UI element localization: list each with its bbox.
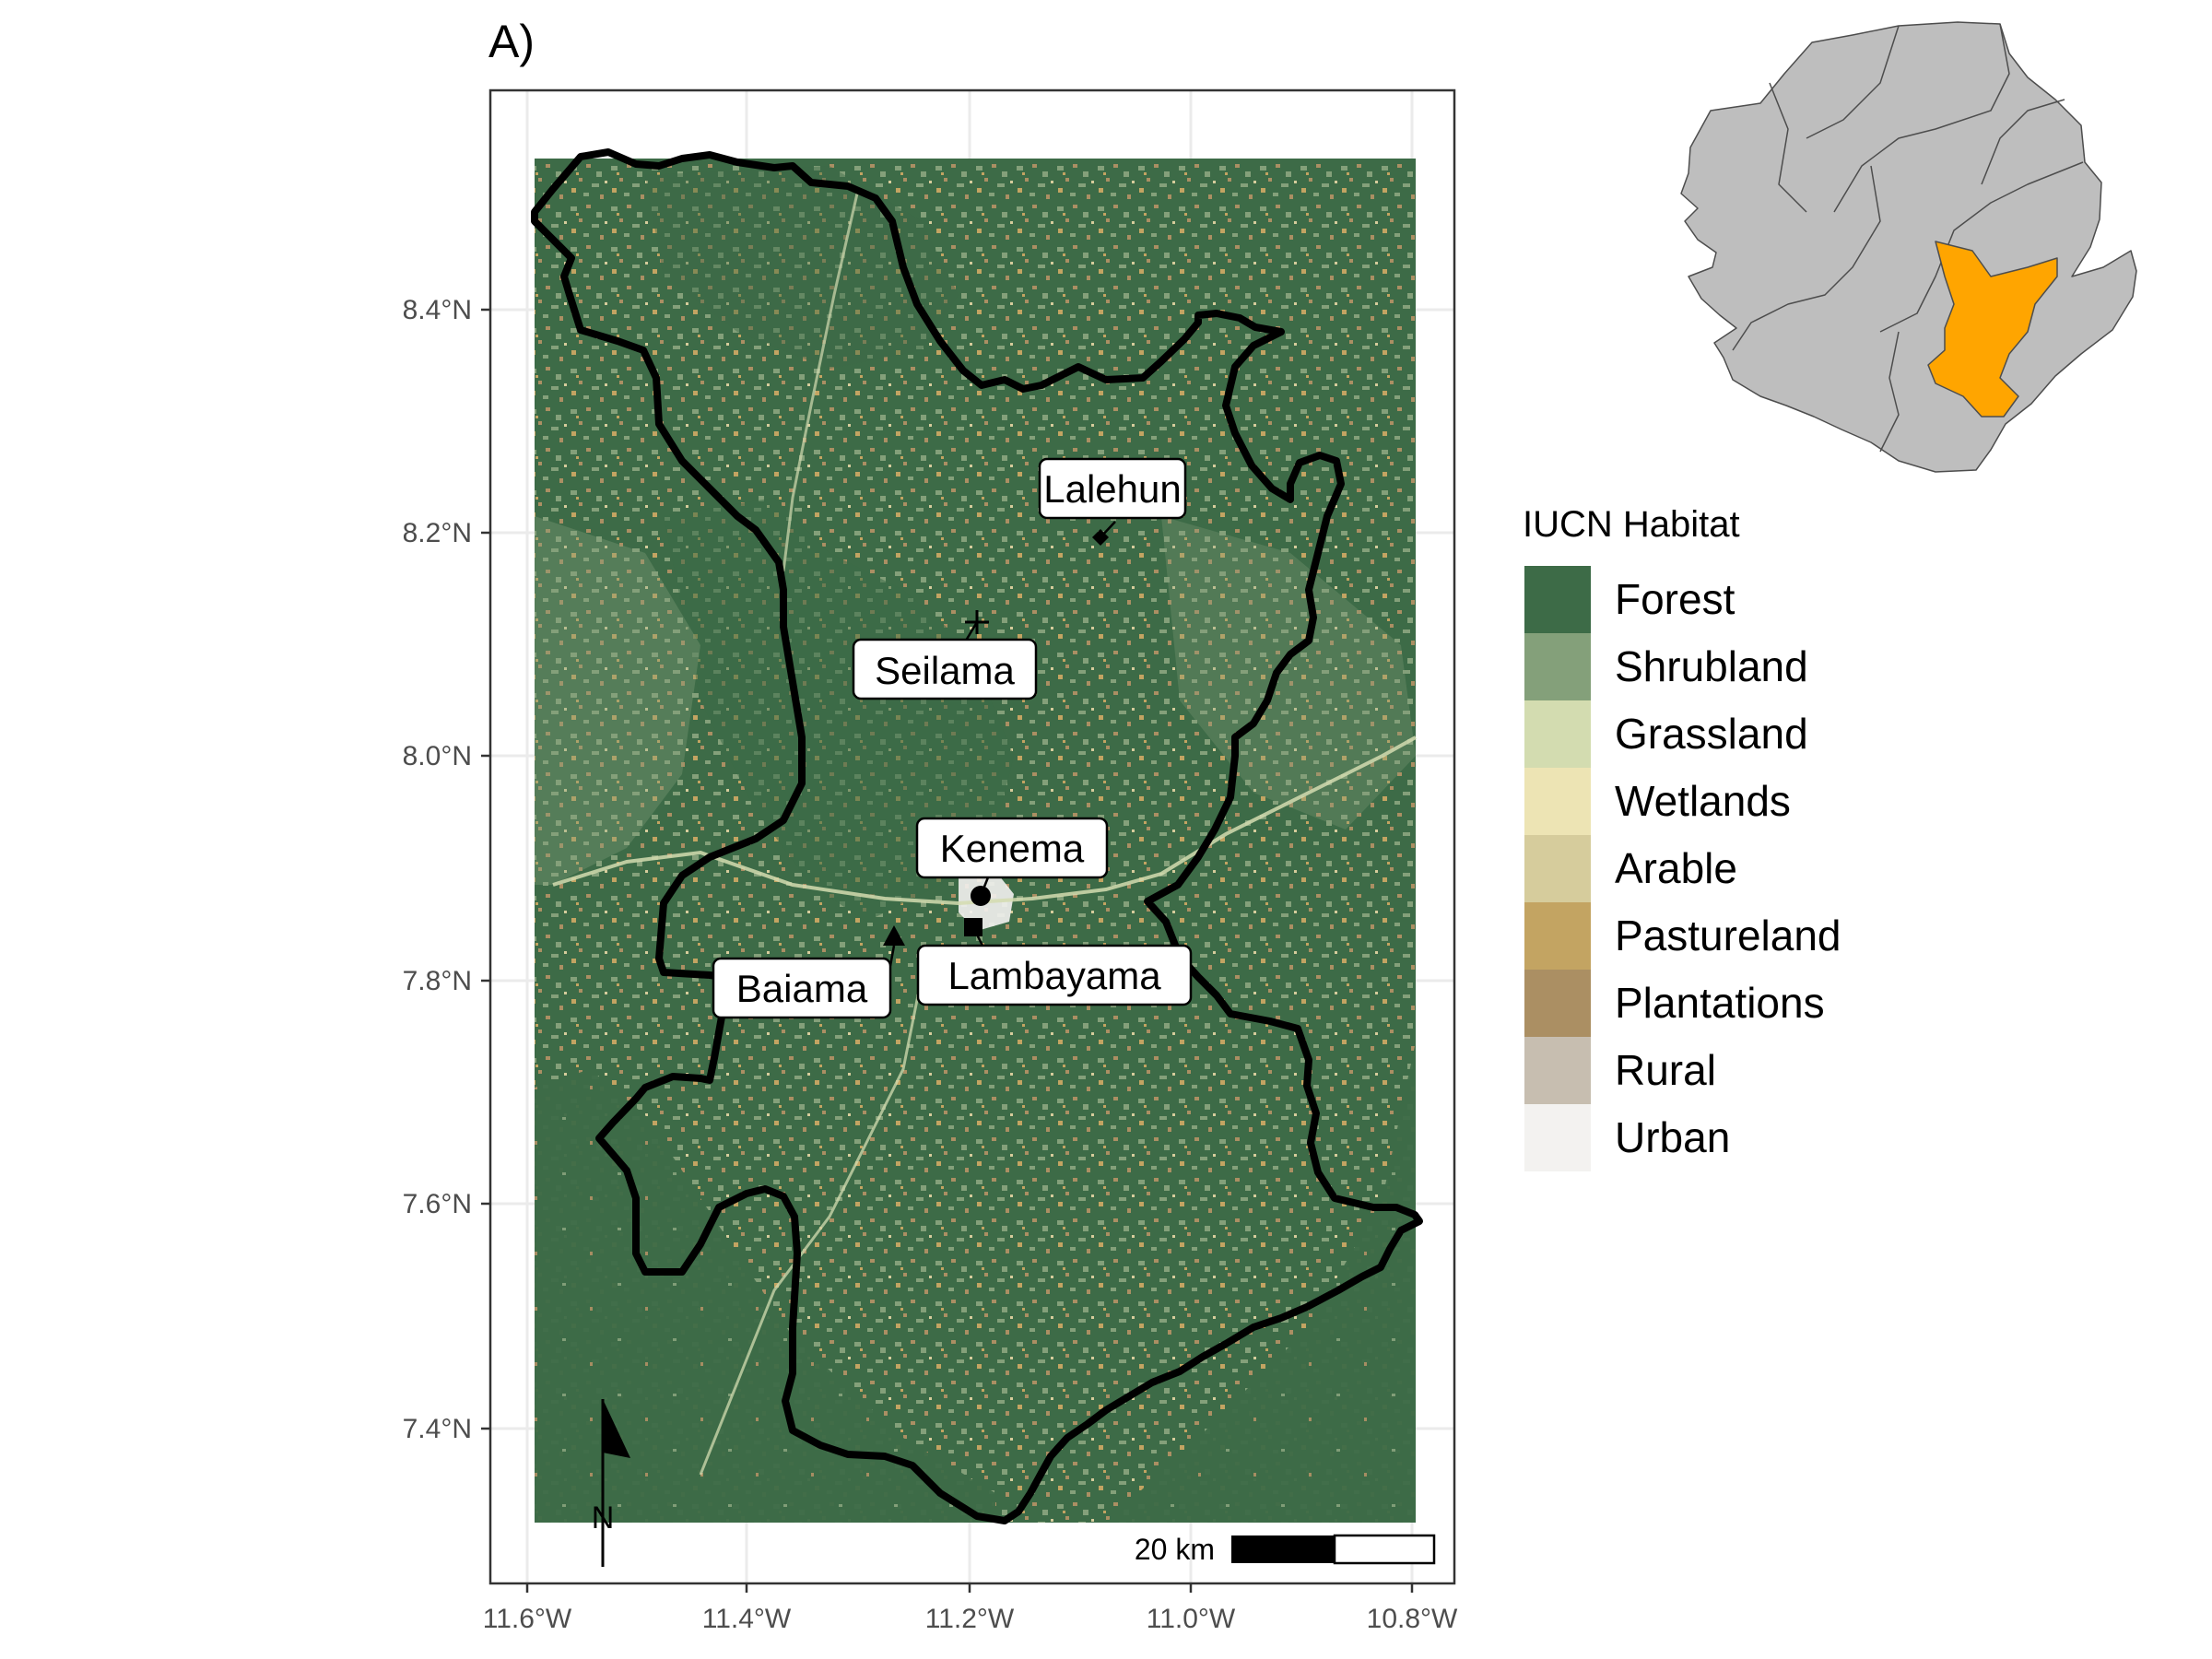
north-arrow: N (592, 1399, 630, 1567)
north-arrow-label: N (592, 1500, 615, 1535)
x-tick-label: 11.2°W (925, 1604, 1015, 1634)
x-tick-label: 10.8°W (1367, 1604, 1458, 1634)
legend-label-rural: Rural (1615, 1046, 1716, 1094)
forest-patch-central (664, 498, 1014, 922)
shrub-patch-east (1161, 516, 1416, 830)
y-tick-label: 7.8°N (403, 966, 472, 996)
circle-marker-icon (971, 886, 991, 906)
y-axis: 8.4°N 8.2°N 8.0°N 7.8°N 7.6°N 7.4°N (403, 295, 490, 1444)
y-tick-label: 7.4°N (403, 1414, 472, 1444)
stream-south (699, 976, 924, 1476)
triangle-marker-icon (883, 925, 905, 946)
place-label-seilama: Seilama (875, 649, 1015, 692)
scale-bar-label: 20 km (1135, 1533, 1215, 1566)
legend-items: Forest Shrubland Grassland Wetlands Arable Pa… (1524, 566, 1841, 1171)
forest-patch-southwest (535, 1069, 995, 1523)
legend-swatch-rural (1524, 1037, 1591, 1104)
legend-label-arable: Arable (1615, 844, 1737, 892)
place-label-lambayama: Lambayama (947, 954, 1161, 997)
legend-swatch-plantations (1524, 970, 1591, 1037)
y-tick-label: 8.4°N (403, 295, 472, 325)
panel-border (488, 88, 1456, 1585)
legend-label-urban: Urban (1615, 1113, 1730, 1161)
inset-map (1680, 21, 2137, 473)
site-baiama: Baiama (712, 925, 905, 1019)
label-box (852, 638, 1038, 700)
square-marker-icon (964, 918, 982, 936)
leader-line (964, 621, 979, 641)
scale-bar-black-segment (1231, 1535, 1335, 1563)
legend-label-grassland: Grassland (1615, 710, 1808, 758)
legend-swatch-shrubland (1524, 633, 1591, 700)
x-tick-label: 11.6°W (483, 1604, 572, 1634)
y-tick-label: 8.0°N (403, 741, 472, 771)
x-tick-label: 11.4°W (702, 1604, 792, 1634)
map-panel (488, 88, 1456, 1585)
legend-label-wetlands: Wetlands (1615, 777, 1791, 825)
inset-district-lines (1732, 23, 2084, 453)
site-kenema: Kenema (915, 817, 1109, 906)
place-label-lalehun: Lalehun (1043, 467, 1181, 511)
label-box (916, 944, 1193, 1006)
legend-label-pastureland: Pastureland (1615, 912, 1841, 959)
x-axis: 11.6°W 11.4°W 11.2°W 11.0°W 10.8°W (483, 1583, 1458, 1634)
cross-marker-icon (965, 610, 989, 634)
stream-north (782, 193, 859, 572)
leader-line (888, 945, 896, 967)
label-box (712, 957, 892, 1019)
x-tick-label: 11.0°W (1147, 1604, 1236, 1634)
inset-highlight-district (1927, 241, 2058, 418)
diamond-marker-icon (1092, 529, 1109, 546)
shrub-patch-west (535, 516, 700, 885)
panel-label: A) (488, 16, 535, 67)
legend: IUCN Habitat Forest Shrubland Grassland Wet… (1523, 504, 1841, 1171)
label-box (915, 817, 1109, 879)
scale-bar: 20 km (1135, 1533, 1436, 1566)
legend-swatch-wetlands (1524, 768, 1591, 835)
forest-patch-north (645, 166, 959, 369)
legend-swatch-pastureland (1524, 902, 1591, 970)
legend-label-forest: Forest (1615, 575, 1735, 623)
inset-country (1680, 21, 2137, 473)
place-label-baiama: Baiama (736, 967, 868, 1010)
district-boundary (531, 148, 1423, 1524)
legend-label-plantations: Plantations (1615, 979, 1825, 1027)
legend-swatch-forest (1524, 566, 1591, 633)
y-tick-label: 7.6°N (403, 1189, 472, 1219)
north-arrow-icon (603, 1399, 630, 1458)
label-box (1038, 457, 1187, 520)
y-tick-label: 8.2°N (403, 518, 472, 548)
site-lambayama: Lambayama (916, 918, 1193, 1006)
scale-bar-white-segment (1333, 1534, 1436, 1565)
legend-swatch-grassland (1524, 700, 1591, 768)
forest-patch-southeast (1106, 1041, 1416, 1523)
place-label-kenema: Kenema (940, 827, 1085, 870)
legend-label-shrubland: Shrubland (1615, 642, 1808, 690)
river (552, 735, 1417, 906)
legend-swatch-arable (1524, 835, 1591, 902)
site-lalehun: Lalehun (1038, 457, 1187, 546)
legend-title: IUCN Habitat (1523, 504, 1740, 545)
legend-swatch-urban (1524, 1104, 1591, 1171)
site-seilama: Seilama (852, 610, 1038, 700)
